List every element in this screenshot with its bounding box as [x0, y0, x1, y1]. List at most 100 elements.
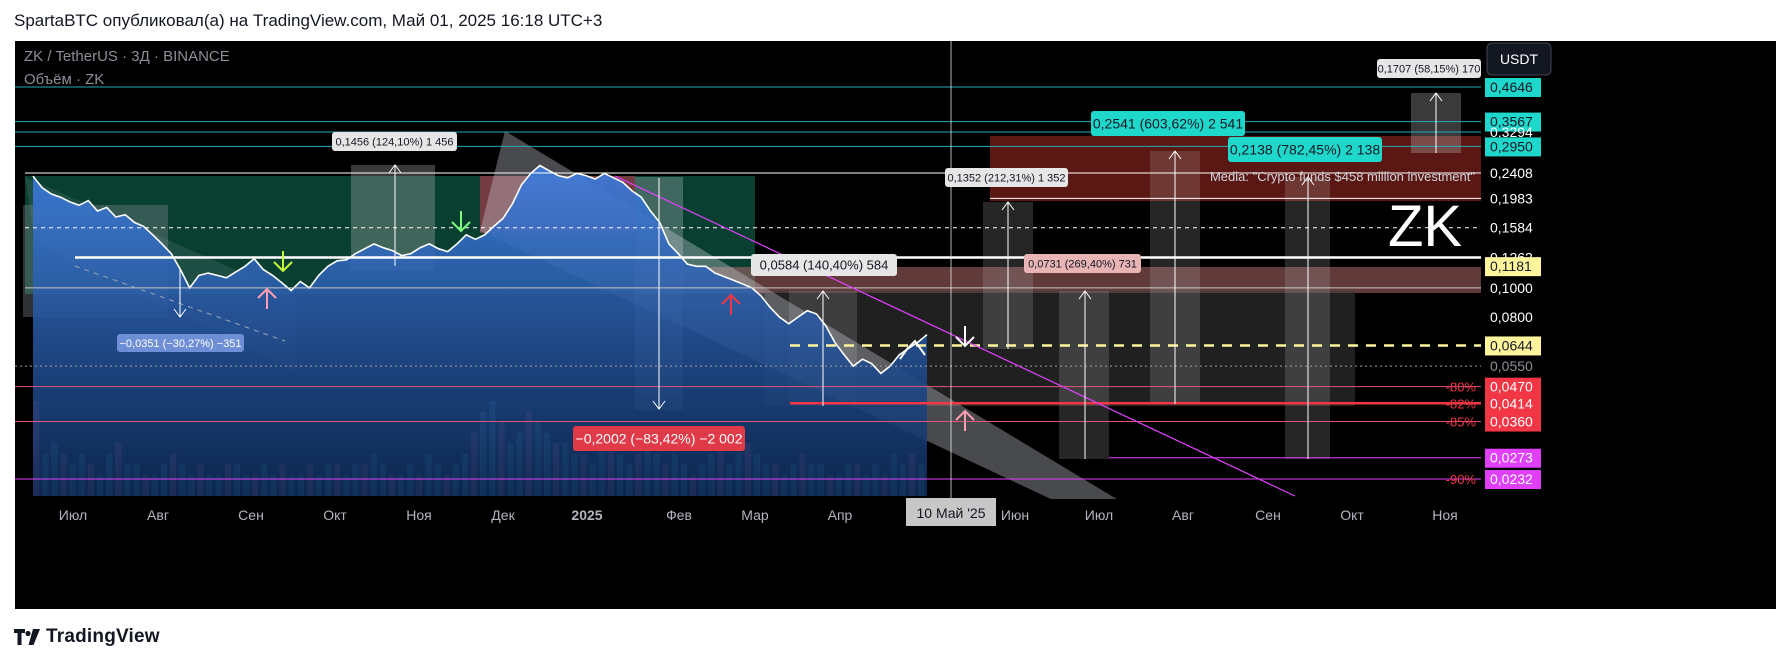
percent-label: -80% [1446, 380, 1477, 395]
currency-button-bg [1486, 42, 1552, 76]
measure-label-text: −0,2002 (−83,42%) −2 002 [576, 431, 743, 447]
tradingview-brand: TradingView [46, 626, 160, 647]
measure-label: 0,1707 (58,15%) 170 [1377, 59, 1481, 78]
cursor-date-text: 10 Май '25 [916, 505, 985, 521]
price-axis-label: 0,0360 [1485, 412, 1541, 432]
sell-signal-arrow-head [257, 287, 277, 299]
chart-subtitle: Объём · ZK [24, 71, 104, 88]
time-axis-tick: Авг [147, 507, 169, 523]
price-axis-label-text: 0,0232 [1490, 471, 1533, 487]
price-axis-label: 0,0232 [1485, 470, 1541, 489]
price-axis-label: 0,3567 [1485, 112, 1541, 132]
price-axis-label-text: 0,4646 [1490, 79, 1533, 95]
price-axis-label-bg [1485, 78, 1541, 97]
price-axis-label-text: 0,3567 [1490, 114, 1533, 130]
time-axis-tick: Апр [828, 507, 853, 523]
measure-arrow-6-head [1078, 290, 1092, 300]
price-axis-label: 0,0414 [1485, 394, 1541, 414]
measure-label: 0,2541 (603,62%) 2 541 [1091, 111, 1245, 136]
price-axis-bg [1481, 41, 1776, 609]
measure-label-bg [332, 132, 457, 151]
percent-label: -90% [1446, 472, 1477, 487]
time-axis-tick: Июл [59, 507, 87, 523]
measure-label: 0,0731 (269,40%) 731 [1024, 254, 1141, 273]
buy-signal-arrow-head [451, 221, 471, 233]
price-axis-label: 0,0273 [1485, 448, 1541, 468]
chart-area[interactable]: 0,1456 (124,10%) 1 456 −0,0351 (−30,27%) … [15, 41, 1776, 609]
symbol-watermark: ZK [1388, 194, 1462, 259]
price-axis-label-bg [1485, 470, 1541, 489]
price-axis-label: 0,0644 [1485, 336, 1541, 356]
price-axis-label-text: 0,0414 [1490, 395, 1533, 411]
measure-label-text: 0,0584 (140,40%) 584 [760, 258, 889, 273]
measure-label-bg [1091, 111, 1245, 136]
time-axis-tick: 2025 [571, 507, 602, 523]
price-axis-label: 0,4646 [1485, 78, 1541, 97]
time-axis-tick: Ноя [1432, 507, 1457, 523]
measure-label-bg [1377, 59, 1481, 78]
measure-label-text: 0,1707 (58,15%) 170 [1378, 63, 1481, 75]
sell-signal-arrow-2-head [721, 293, 741, 305]
price-axis-label-text: 0,2950 [1490, 138, 1533, 154]
tradingview-logo-icon [14, 629, 40, 645]
measure-label-text: 0,2541 (603,62%) 2 541 [1093, 116, 1243, 132]
price-chart[interactable]: 0,1456 (124,10%) 1 456 −0,0351 (−30,27%) … [15, 41, 1776, 609]
price-axis-label-bg [1485, 448, 1541, 468]
price-axis-label-bg [1485, 412, 1541, 432]
time-axis-tick: Авг [1172, 507, 1194, 523]
price-axis-label-text: 0,1181 [1490, 258, 1532, 274]
price-axis-label-text: 0,1584 [1490, 220, 1533, 236]
cursor-date-label: 10 Май '25 [906, 498, 996, 526]
measure-arrow-4-head [816, 290, 830, 300]
time-axis-tick: Фев [666, 507, 692, 523]
measure-arrow-1-head [388, 164, 402, 174]
price-axis-label-text: 0,1000 [1490, 280, 1533, 296]
price-axis-label: 0,1983 [1490, 190, 1533, 206]
measure-label-bg [1228, 137, 1382, 162]
price-axis-label-bg [1485, 137, 1541, 157]
measure-label-bg [573, 426, 745, 451]
publish-header: SpartaBTC опубликовал(а) на TradingView.… [14, 11, 603, 30]
measure-arrow-9-head [1429, 92, 1443, 102]
entry-arrow-up-head [955, 409, 975, 421]
chart-title: ZK / TetherUS · 3Д · BINANCE [24, 48, 230, 65]
cursor-date-bg [906, 498, 996, 526]
time-axis-tick: Мар [741, 507, 769, 523]
percent-label: -82% [1446, 396, 1477, 411]
price-axis-label-text: 0,1983 [1490, 190, 1533, 206]
price-area [33, 165, 927, 496]
time-axis-tick: Ноя [406, 507, 431, 523]
measure-label-text: 0,1352 (212,31%) 1 352 [947, 172, 1065, 184]
price-axis-label-text: 0,0273 [1490, 450, 1533, 466]
entry-arrow-down-head [955, 336, 975, 348]
measure-label: 0,0584 (140,40%) 584 [751, 254, 897, 276]
price-axis-label-text: 0,3294 [1490, 124, 1533, 140]
measure-label-bg [945, 168, 1068, 187]
measure-arrow-2-head [173, 308, 187, 318]
measure-label-bg [751, 254, 897, 276]
price-line [32, 164, 928, 375]
measure-label-text: 0,1456 (124,10%) 1 456 [335, 136, 453, 148]
price-axis-label: 0,0550 [1490, 358, 1533, 374]
measure-arrow-8-head [1301, 176, 1315, 186]
price-axis-label: 0,0470 [1485, 377, 1541, 397]
measure-arrow-5-head [1001, 201, 1015, 211]
measure-label-bg [1024, 254, 1141, 273]
price-axis-label: 0,2950 [1485, 137, 1541, 157]
measure-label: 0,1352 (212,31%) 1 352 [945, 168, 1068, 187]
price-axis-label: 0,3294 [1490, 124, 1533, 140]
time-axis-tick: Окт [323, 507, 347, 523]
price-axis-label-bg [1485, 112, 1541, 132]
measure-label-text: 0,0731 (269,40%) 731 [1028, 258, 1137, 270]
price-axis-label-text: 0,0550 [1490, 358, 1533, 374]
buy-signal-arrow-2-head [273, 261, 293, 273]
measure-arrow-7-head [1168, 150, 1182, 160]
time-axis-tick: Июл [1085, 507, 1113, 523]
time-axis-tick: Июн [1001, 507, 1029, 523]
price-axis-label: 0,1000 [1490, 280, 1533, 296]
measure-arrow-3-head [652, 400, 666, 410]
measure-label-bg [117, 334, 244, 352]
measure-label-text: −0,0351 (−30,27%) −351 [119, 338, 241, 350]
tradingview-logo[interactable]: TradingView [14, 624, 160, 650]
currency-button[interactable]: USDT [1486, 42, 1552, 76]
